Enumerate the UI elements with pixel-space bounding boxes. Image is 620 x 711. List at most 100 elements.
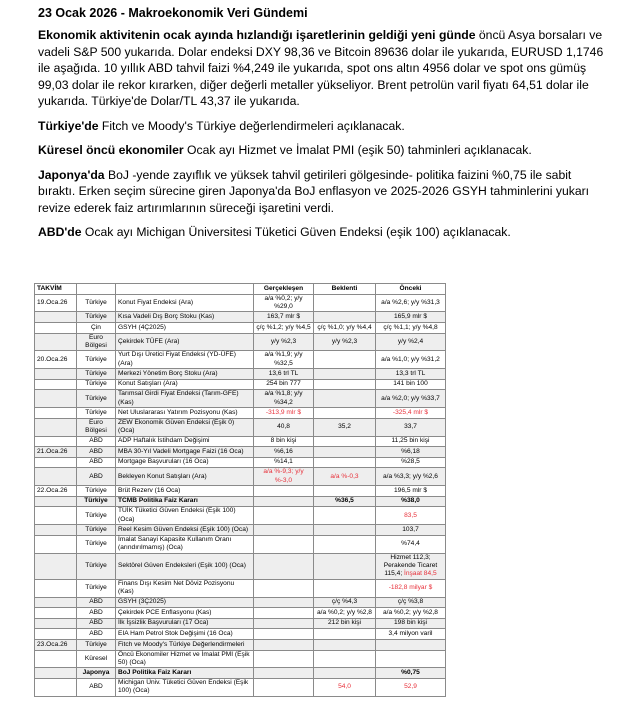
country-cell: ABD: [76, 596, 116, 609]
table-row: Türkiye Kısa Vadeli Dış Borç Stoku (Kas) 1…: [34, 311, 446, 323]
expected-cell: [313, 368, 376, 380]
country-cell: Türkiye: [76, 639, 116, 651]
previous-cell: %6,18: [375, 446, 446, 458]
table-row: Türkiye Finans Dışı Kesim Net Döviz Pozis…: [34, 578, 446, 598]
actual-cell: y/y %2,3: [253, 332, 314, 352]
date-cell: [34, 649, 77, 669]
country-cell: Çin: [76, 322, 116, 334]
previous-cell: 83,5: [375, 506, 446, 526]
previous-cell: 33,7: [375, 417, 446, 437]
actual-cell: 254 bin 777: [253, 378, 314, 391]
actual-cell: %14,1: [253, 456, 314, 469]
country-cell: ABD: [76, 435, 116, 448]
event-cell: Fitch ve Moody's Türkiye Değerlendirmele…: [115, 639, 254, 651]
event-cell: Çekirdek TÜFE (Ara): [115, 332, 254, 352]
event-cell: Tarımsal Girdi Fiyat Endeksi (Tarım-GFE)…: [115, 389, 254, 409]
event-cell: ZEW Ekonomik Güven Endeksi (Eşik 0) (Oca…: [115, 417, 254, 437]
expected-cell: 212 bin kişi: [313, 617, 376, 630]
expected-cell: [313, 649, 376, 669]
expected-cell: [313, 552, 376, 580]
header-calendar: TAKVİM: [34, 283, 77, 295]
previous-cell: [375, 649, 446, 669]
country-cell: Küresel: [76, 649, 116, 669]
country-cell: ABD: [76, 456, 116, 469]
header-previous: Önceki: [375, 283, 446, 295]
header-expected: Beklenti: [313, 283, 376, 295]
paragraph-japan: Japonya'da BoJ -yende zayıflık ve yüksek…: [38, 167, 590, 215]
actual-cell: [253, 596, 314, 609]
paragraph-usa: ABD'de Ocak ayı Michigan Üniversitesi Tü…: [38, 225, 511, 239]
table-row: 23.Oca.26 Türkiye Fitch ve Moody's Türkiye…: [34, 639, 446, 651]
table-row: Küresel Öncü Ekonomiler Hizmet ve İmalat …: [34, 649, 446, 669]
previous-cell: 3,4 milyon varil: [375, 628, 446, 641]
country-cell: ABD: [76, 617, 116, 630]
expected-cell: [313, 293, 376, 313]
table-row: 19.Oca.26 Türkiye Konut Fiyat Endeksi (Ara…: [34, 293, 446, 313]
table-row: Türkiye Reel Kesim Güven Endeksi (Eşik 10…: [34, 524, 446, 536]
event-cell: Sektörel Güven Endeksleri (Eşik 100) (Oc…: [115, 552, 254, 580]
table-row: Türkiye Sektörel Güven Endeksleri (Eşik 1…: [34, 552, 446, 580]
event-cell: Brüt Rezerv (16 Oca): [115, 485, 254, 497]
actual-cell: [253, 607, 314, 619]
actual-cell: [253, 628, 314, 641]
event-cell: Öncü Ekonomiler Hizmet ve İmalat PMI (Eş…: [115, 649, 254, 669]
date-cell: [34, 596, 77, 609]
expected-cell: [313, 446, 376, 458]
event-cell: Reel Kesim Güven Endeksi (Eşik 100) (Oca…: [115, 524, 254, 536]
table-row: ABD EIA Ham Petrol Stok Değişimi (16 Oca)…: [34, 628, 446, 641]
country-cell: Türkiye: [76, 378, 116, 391]
actual-cell: [253, 667, 314, 680]
paragraph-global: Küresel öncü ekonomiler Ocak ayı Hizmet …: [38, 143, 532, 157]
actual-cell: [253, 678, 314, 697]
previous-cell: y/y %2,4: [375, 332, 446, 352]
actual-cell: [253, 534, 314, 554]
country-cell: ABD: [76, 607, 116, 619]
expected-cell: [313, 639, 376, 651]
date-cell: [34, 467, 77, 487]
header-country: [76, 283, 116, 295]
expected-cell: [313, 378, 376, 391]
expected-cell: 35,2: [313, 417, 376, 437]
country-cell: Türkiye: [76, 293, 116, 313]
date-cell: [34, 378, 77, 391]
country-cell: ABD: [76, 446, 116, 458]
event-cell: TCMB Politika Faiz Kararı: [115, 495, 254, 508]
previous-cell: 141 bin 100: [375, 378, 446, 391]
table-row: Türkiye TCMB Politika Faiz Kararı %36,5 %38…: [34, 495, 446, 508]
event-cell: EIA Ham Petrol Stok Değişimi (16 Oca): [115, 628, 254, 641]
country-cell: Türkiye: [76, 350, 116, 370]
date-cell: 20.Oca.26: [34, 350, 77, 370]
event-cell: Konut Fiyat Endeksi (Ara): [115, 293, 254, 313]
date-cell: [34, 407, 77, 419]
date-cell: [34, 534, 77, 554]
actual-cell: a/a %0,2; y/y %29,0: [253, 293, 314, 313]
country-cell: ABD: [76, 628, 116, 641]
date-cell: [34, 506, 77, 526]
expected-cell: a/a %0,2; y/y %2,8: [313, 607, 376, 619]
table-row: Çin GSYH (4Ç2025) ç/ç %1,2; y/y %4,5 ç/ç %1…: [34, 322, 446, 334]
expected-cell: [313, 485, 376, 497]
previous-cell: 11,25 bin kişi: [375, 435, 446, 448]
table-row: ABD Michigan Üniv. Tüketici Güven Endeksi…: [34, 678, 446, 697]
table-row: Türkiye Net Uluslararası Yatırım Pozisyon…: [34, 407, 446, 419]
date-cell: [34, 628, 77, 641]
previous-cell: -325,4 mlr $: [375, 407, 446, 419]
table-row: Türkiye İmalat Sanayi Kapasite Kullanım O…: [34, 534, 446, 554]
country-cell: Türkiye: [76, 552, 116, 580]
table-row: Türkiye Merkezi Yönetim Borç Stoku (Ara) 1…: [34, 368, 446, 380]
previous-cell: Hizmet 112,3; Perakende Ticaret 115,4; İ…: [375, 552, 446, 580]
table-row: ABD İlk İşsizlik Başvuruları (17 Oca) 212 …: [34, 617, 446, 630]
date-cell: [34, 322, 77, 334]
date-cell: 19.Oca.26: [34, 293, 77, 313]
country-cell: Türkiye: [76, 407, 116, 419]
table-row: ABD ADP Haftalık İstihdam Değişimi 8 bin k…: [34, 435, 446, 448]
previous-cell: 196,5 mlr $: [375, 485, 446, 497]
country-cell: Türkiye: [76, 368, 116, 380]
country-cell: Türkiye: [76, 389, 116, 409]
actual-cell: [253, 649, 314, 669]
expected-cell: [313, 311, 376, 323]
previous-cell: 103,7: [375, 524, 446, 536]
event-cell: BoJ Politika Faiz Kararı: [115, 667, 254, 680]
country-cell: Türkiye: [76, 578, 116, 598]
table-row: ABD Çekirdek PCE Enflasyonu (Kas) a/a %0,2…: [34, 607, 446, 619]
